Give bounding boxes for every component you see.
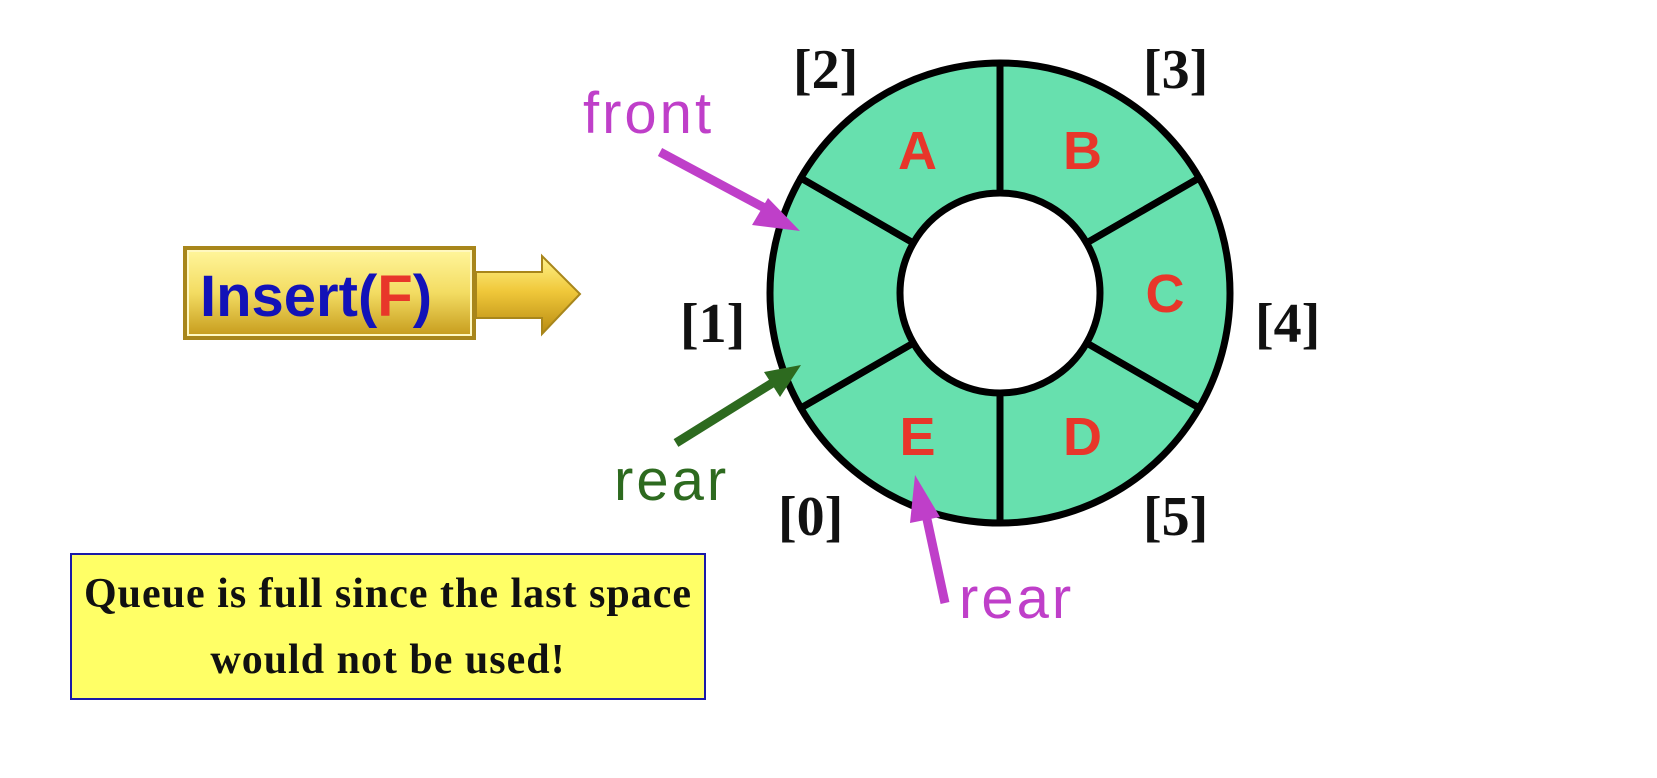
slot-index-4: [4] bbox=[1255, 293, 1320, 355]
queue-slot-value-4: C bbox=[1146, 264, 1185, 324]
slot-index-2: [2] bbox=[793, 39, 858, 101]
slot-index-3: [3] bbox=[1143, 39, 1208, 101]
rear-new-pointer: rear bbox=[910, 475, 1074, 631]
insert-label-prefix: Insert( bbox=[200, 264, 378, 329]
front-arrow-icon bbox=[752, 198, 800, 231]
insert-button[interactable]: Insert(F) bbox=[183, 246, 476, 340]
front-pointer: front bbox=[583, 81, 800, 231]
insert-label-suffix: ) bbox=[413, 264, 432, 329]
front-label: front bbox=[583, 81, 714, 146]
slot-index-5: [5] bbox=[1143, 486, 1208, 548]
queue-slot-4 bbox=[1083, 174, 1234, 412]
queue-full-note-text: Queue is full since the last space would… bbox=[84, 570, 692, 683]
slot-index-1: [1] bbox=[680, 293, 745, 355]
queue-slot-1 bbox=[766, 174, 917, 412]
rear-new-label: rear bbox=[959, 566, 1074, 631]
rear-old-pointer: rear bbox=[614, 365, 801, 513]
slot-index-0: [0] bbox=[778, 486, 843, 548]
queue-slot-2 bbox=[797, 59, 1004, 247]
queue-slot-value-2: A bbox=[898, 121, 937, 181]
rear-old-arrow-icon bbox=[764, 365, 801, 397]
queue-slot-3 bbox=[996, 59, 1203, 247]
queue-slot-5 bbox=[996, 339, 1203, 527]
rear-old-label: rear bbox=[614, 448, 729, 513]
queue-slot-value-3: B bbox=[1063, 121, 1102, 181]
insert-arrow-icon bbox=[475, 253, 582, 337]
queue-slot-value-5: D bbox=[1063, 407, 1102, 467]
slot-index-labels: [0] [1] [2] [3] [4] [5] bbox=[680, 39, 1320, 548]
queue-ring: E A B C D bbox=[766, 59, 1234, 527]
insert-label-arg: F bbox=[377, 264, 412, 329]
rear-new-arrow-icon bbox=[910, 475, 940, 523]
queue-slot-value-0: E bbox=[899, 407, 935, 467]
queue-full-note: Queue is full since the last space would… bbox=[70, 553, 706, 700]
svg-text:Insert(F): Insert(F) bbox=[200, 264, 432, 329]
